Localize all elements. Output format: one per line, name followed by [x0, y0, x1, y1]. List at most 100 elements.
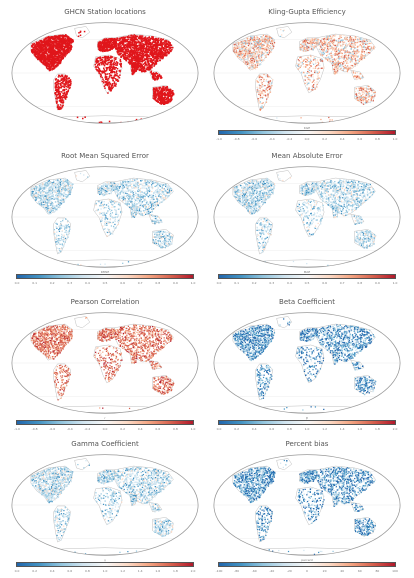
station-point [118, 45, 120, 47]
station-point [265, 36, 266, 37]
station-point [67, 48, 69, 50]
station-point [115, 41, 117, 43]
station-point [157, 98, 159, 100]
station-point [254, 49, 255, 50]
station-point [260, 64, 261, 65]
station-point [256, 47, 257, 48]
station-point [254, 45, 255, 46]
station-point [43, 49, 45, 51]
station-point [308, 49, 309, 50]
station-point [317, 45, 318, 46]
station-point [123, 42, 125, 44]
station-point [252, 38, 253, 39]
station-point [98, 46, 100, 48]
station-point [261, 103, 262, 104]
station-points [233, 29, 376, 123]
station-point [160, 87, 162, 89]
station-point [103, 60, 105, 62]
station-point [261, 40, 262, 41]
station-point [44, 60, 46, 62]
station-point [71, 40, 73, 42]
station-point [125, 57, 127, 59]
station-point [128, 46, 130, 48]
station-point [43, 41, 45, 43]
station-point [144, 60, 146, 62]
station-point [263, 90, 264, 91]
station-point [63, 102, 65, 104]
station-point [155, 99, 157, 101]
station-point [267, 75, 268, 76]
station-point [268, 54, 269, 55]
station-point [65, 98, 67, 100]
station-point [160, 43, 162, 45]
station-point [95, 66, 97, 68]
station-point [162, 94, 164, 96]
station-point [311, 47, 312, 48]
station-point [33, 44, 35, 46]
station-point [134, 70, 136, 72]
station-point [101, 41, 103, 43]
station-point [119, 74, 121, 76]
station-point [269, 88, 270, 89]
station-point [130, 44, 132, 46]
station-point [315, 38, 316, 39]
station-point [261, 45, 262, 46]
station-point [102, 79, 104, 81]
station-point [115, 46, 117, 48]
station-point [57, 46, 59, 48]
station-point [260, 101, 261, 102]
station-point [171, 98, 173, 100]
station-point [247, 43, 248, 44]
station-point [109, 45, 111, 47]
station-point [60, 80, 62, 82]
station-point [260, 107, 261, 108]
station-point [59, 41, 61, 43]
station-point [153, 91, 155, 93]
station-point [156, 100, 158, 102]
station-point [258, 98, 259, 99]
station-point [237, 42, 238, 43]
station-point [262, 38, 263, 39]
station-point [172, 47, 174, 49]
station-point [39, 54, 41, 56]
station-point [139, 69, 141, 71]
station-point [59, 35, 61, 37]
station-point [266, 75, 267, 76]
station-point [36, 51, 38, 53]
world-map [10, 18, 200, 128]
station-point [44, 46, 46, 48]
station-point [300, 44, 301, 45]
station-point [313, 49, 314, 50]
station-point [268, 82, 269, 83]
station-point [265, 95, 266, 96]
station-point [152, 42, 154, 44]
station-point [260, 109, 261, 110]
station-point [313, 47, 314, 48]
station-point [158, 57, 160, 59]
station-point [166, 90, 168, 92]
station-point [143, 39, 145, 41]
station-point [106, 44, 108, 46]
station-point [67, 53, 69, 55]
station-point [59, 98, 61, 100]
station-point [270, 46, 271, 47]
station-point [144, 44, 146, 46]
station-point [140, 59, 142, 61]
station-point [152, 62, 154, 64]
station-point [50, 42, 52, 44]
station-point [35, 55, 37, 57]
station-point [162, 52, 164, 54]
station-point [260, 91, 261, 92]
station-point [250, 43, 251, 44]
station-point [105, 84, 107, 86]
station-point [116, 45, 118, 47]
station-point [99, 44, 101, 46]
station-point [61, 44, 63, 46]
station-point [261, 48, 262, 49]
station-point [112, 44, 114, 46]
station-point [274, 40, 275, 41]
station-point [57, 45, 59, 47]
station-point [242, 43, 243, 44]
station-point [49, 49, 51, 51]
station-point [116, 73, 118, 75]
